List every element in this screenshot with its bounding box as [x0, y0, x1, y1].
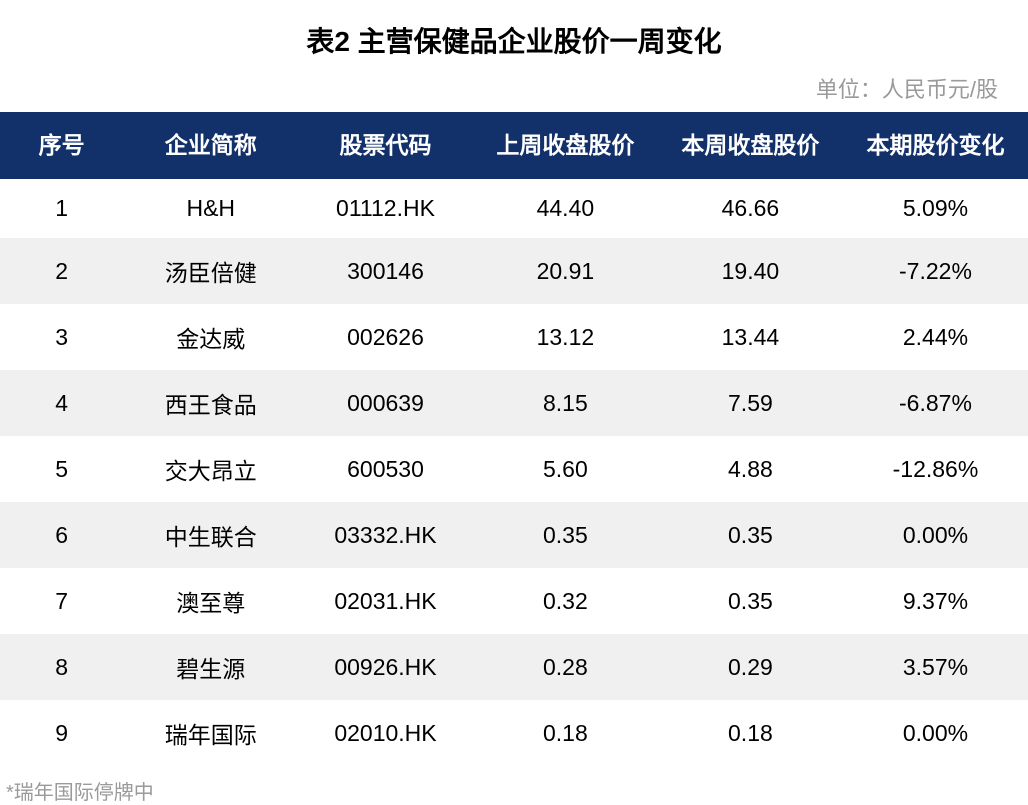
col-header-curr: 本周收盘股价	[658, 112, 843, 179]
cell-seq: 4	[0, 370, 123, 436]
cell-name: 金达威	[123, 304, 298, 370]
table-row: 1H&H01112.HK44.4046.665.09%	[0, 179, 1028, 238]
cell-last: 13.12	[473, 304, 658, 370]
stock-table: 序号 企业简称 股票代码 上周收盘股价 本周收盘股价 本期股价变化 1H&H01…	[0, 112, 1028, 766]
cell-code: 02031.HK	[298, 568, 473, 634]
cell-curr: 4.88	[658, 436, 843, 502]
cell-curr: 0.18	[658, 700, 843, 766]
col-header-code: 股票代码	[298, 112, 473, 179]
cell-code: 00926.HK	[298, 634, 473, 700]
table-row: 4西王食品0006398.157.59-6.87%	[0, 370, 1028, 436]
cell-curr: 0.35	[658, 568, 843, 634]
table-row: 6中生联合03332.HK0.350.350.00%	[0, 502, 1028, 568]
cell-seq: 8	[0, 634, 123, 700]
cell-change: 3.57%	[843, 634, 1028, 700]
cell-name: 澳至尊	[123, 568, 298, 634]
cell-last: 0.35	[473, 502, 658, 568]
cell-change: 0.00%	[843, 502, 1028, 568]
cell-curr: 13.44	[658, 304, 843, 370]
cell-change: 0.00%	[843, 700, 1028, 766]
col-header-last: 上周收盘股价	[473, 112, 658, 179]
cell-last: 44.40	[473, 179, 658, 238]
cell-code: 300146	[298, 238, 473, 304]
table-row: 9瑞年国际02010.HK0.180.180.00%	[0, 700, 1028, 766]
cell-code: 600530	[298, 436, 473, 502]
cell-code: 01112.HK	[298, 179, 473, 238]
table-title: 表2 主营保健品企业股价一周变化	[0, 20, 1028, 60]
cell-code: 03332.HK	[298, 502, 473, 568]
cell-name: 瑞年国际	[123, 700, 298, 766]
cell-curr: 0.35	[658, 502, 843, 568]
cell-last: 0.32	[473, 568, 658, 634]
cell-name: 汤臣倍健	[123, 238, 298, 304]
cell-change: 9.37%	[843, 568, 1028, 634]
table-footnote: *瑞年国际停牌中	[0, 766, 1028, 805]
cell-last: 5.60	[473, 436, 658, 502]
cell-change: -6.87%	[843, 370, 1028, 436]
cell-name: H&H	[123, 179, 298, 238]
unit-label: 单位：人民币元/股	[0, 72, 1028, 104]
cell-name: 碧生源	[123, 634, 298, 700]
cell-seq: 3	[0, 304, 123, 370]
cell-code: 000639	[298, 370, 473, 436]
table-container: 表2 主营保健品企业股价一周变化 单位：人民币元/股 序号 企业简称 股票代码 …	[0, 0, 1028, 805]
cell-seq: 2	[0, 238, 123, 304]
table-row: 8碧生源00926.HK0.280.293.57%	[0, 634, 1028, 700]
cell-last: 8.15	[473, 370, 658, 436]
cell-code: 02010.HK	[298, 700, 473, 766]
cell-curr: 46.66	[658, 179, 843, 238]
cell-last: 0.28	[473, 634, 658, 700]
cell-last: 20.91	[473, 238, 658, 304]
col-header-seq: 序号	[0, 112, 123, 179]
cell-curr: 19.40	[658, 238, 843, 304]
cell-change: -12.86%	[843, 436, 1028, 502]
cell-seq: 7	[0, 568, 123, 634]
table-header-row: 序号 企业简称 股票代码 上周收盘股价 本周收盘股价 本期股价变化	[0, 112, 1028, 179]
cell-last: 0.18	[473, 700, 658, 766]
cell-name: 交大昂立	[123, 436, 298, 502]
table-row: 5交大昂立6005305.604.88-12.86%	[0, 436, 1028, 502]
col-header-name: 企业简称	[123, 112, 298, 179]
cell-curr: 0.29	[658, 634, 843, 700]
cell-seq: 1	[0, 179, 123, 238]
col-header-change: 本期股价变化	[843, 112, 1028, 179]
cell-change: 2.44%	[843, 304, 1028, 370]
cell-name: 中生联合	[123, 502, 298, 568]
cell-code: 002626	[298, 304, 473, 370]
table-row: 3金达威00262613.1213.442.44%	[0, 304, 1028, 370]
cell-seq: 5	[0, 436, 123, 502]
cell-seq: 6	[0, 502, 123, 568]
cell-change: 5.09%	[843, 179, 1028, 238]
cell-curr: 7.59	[658, 370, 843, 436]
cell-name: 西王食品	[123, 370, 298, 436]
cell-change: -7.22%	[843, 238, 1028, 304]
table-row: 2汤臣倍健30014620.9119.40-7.22%	[0, 238, 1028, 304]
table-row: 7澳至尊02031.HK0.320.359.37%	[0, 568, 1028, 634]
cell-seq: 9	[0, 700, 123, 766]
